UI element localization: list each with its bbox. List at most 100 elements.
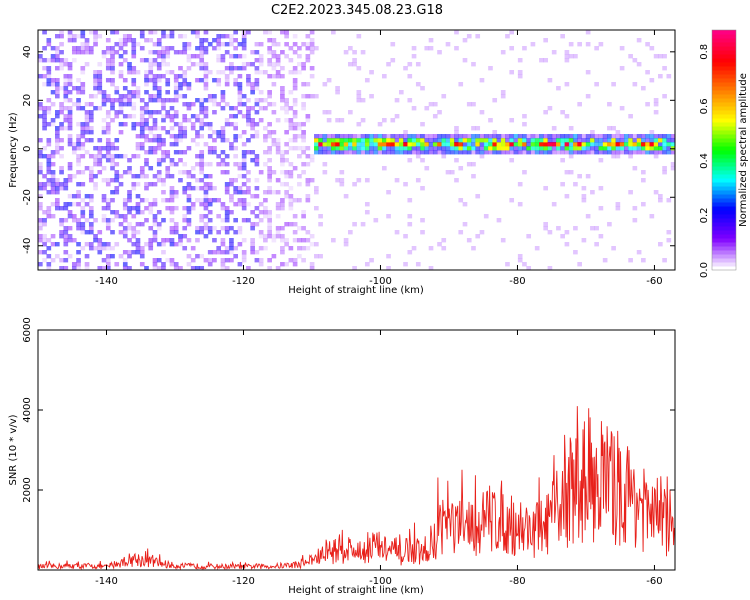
heatmap-cell [161, 238, 166, 243]
colorbar-swatch [712, 194, 736, 199]
heatmap-cell [122, 94, 128, 99]
heatmap-cell [331, 30, 336, 35]
colorbar-swatch [712, 258, 736, 263]
heatmap-cell [105, 150, 111, 155]
heatmap-cell [63, 82, 69, 87]
heatmap-cell [513, 138, 519, 143]
heatmap-cell [110, 46, 115, 51]
heatmap-cell [144, 138, 149, 143]
heatmap-cell [441, 150, 447, 155]
heatmap-cell [522, 146, 527, 151]
heatmap-cell [526, 134, 532, 139]
heatmap-cell [649, 78, 655, 83]
heatmap-cell [67, 134, 73, 139]
heatmap-cell [122, 266, 128, 271]
heatmap-cell [254, 222, 260, 227]
heatmap-cell [377, 122, 383, 127]
heatmap-cell [275, 230, 281, 235]
heatmap-cell [127, 98, 132, 103]
heatmap-cell [415, 178, 421, 183]
heatmap-cell [517, 58, 523, 63]
heatmap-cell [339, 134, 345, 139]
heatmap-cell [178, 150, 183, 155]
heatmap-cell [97, 170, 103, 175]
heatmap-cell [173, 50, 179, 55]
heatmap-cell [195, 54, 200, 59]
heatmap-cell [390, 150, 396, 155]
heatmap-cell [54, 82, 60, 87]
heatmap-cell [224, 34, 230, 39]
heatmap-cell [564, 242, 570, 247]
heatmap-cell [97, 78, 103, 83]
heatmap-cell [492, 98, 498, 103]
heatmap-cell [258, 70, 264, 75]
heatmap-cell [424, 138, 430, 143]
heatmap-cell [241, 62, 247, 67]
heatmap-cell [216, 42, 222, 47]
heatmap-cell [105, 50, 111, 55]
heatmap-cell [97, 242, 103, 247]
heatmap-cell [203, 114, 209, 119]
heatmap-cell [547, 266, 553, 271]
heatmap-cell [46, 254, 52, 259]
heatmap-cell [84, 46, 90, 51]
heatmap-cell [173, 134, 179, 139]
heatmap-cell [114, 190, 120, 195]
heatmap-cell [573, 134, 578, 139]
heatmap-cell [156, 210, 162, 215]
heatmap-cell [169, 230, 175, 235]
heatmap-cell [131, 154, 137, 159]
heatmap-cell [118, 214, 124, 219]
heatmap-cell [161, 242, 166, 247]
heatmap-cell [437, 50, 442, 55]
colorbar-swatch [712, 82, 736, 87]
heatmap-cell [398, 146, 404, 151]
heatmap-cell [110, 78, 115, 83]
heatmap-cell [241, 38, 247, 43]
heatmap-cell [203, 194, 209, 199]
heatmap-cell [216, 250, 222, 255]
heatmap-cell [165, 114, 171, 119]
heatmap-cell [360, 98, 366, 103]
heatmap-cell [224, 138, 230, 143]
heatmap-cell [386, 190, 391, 195]
heatmap-cell [305, 94, 311, 99]
heatmap-cell [305, 238, 311, 243]
heatmap-cell [118, 102, 124, 107]
heatmap-cell [135, 182, 141, 187]
heatmap-cell [127, 250, 132, 255]
heatmap-cell [156, 146, 162, 151]
heatmap-cell [110, 102, 115, 107]
heatmap-cell [258, 258, 264, 263]
colorbar-swatch [712, 110, 736, 115]
heatmap-cell [135, 238, 141, 243]
heatmap-cell [577, 102, 582, 107]
heatmap-cell [93, 78, 98, 83]
heatmap-cell [173, 86, 179, 91]
heatmap-cell [76, 50, 81, 55]
heatmap-cell [381, 142, 387, 147]
colorbar-swatch [712, 210, 736, 215]
heatmap-cell [148, 138, 154, 143]
heatmap-cell [80, 226, 86, 231]
heatmap-cell [97, 70, 103, 75]
heatmap-cell [203, 198, 209, 203]
heatmap-cell [420, 150, 425, 155]
heatmap-cell [386, 134, 391, 139]
heatmap-cell [216, 38, 222, 43]
heatmap-cell [619, 142, 625, 147]
heatmap-cell [258, 54, 264, 59]
heatmap-cell [297, 254, 302, 259]
heatmap-cell [517, 134, 523, 139]
heatmap-cell [263, 234, 268, 239]
heatmap-cell [653, 134, 659, 139]
heatmap-cell [220, 206, 226, 211]
heatmap-cell [564, 150, 570, 155]
heatmap-cell [101, 258, 107, 263]
heatmap-cell [233, 122, 238, 127]
heatmap-cell [216, 54, 222, 59]
heatmap-cell [280, 162, 285, 167]
heatmap-cell [280, 106, 285, 111]
heatmap-cell [144, 38, 149, 43]
heatmap-cell [403, 134, 408, 139]
